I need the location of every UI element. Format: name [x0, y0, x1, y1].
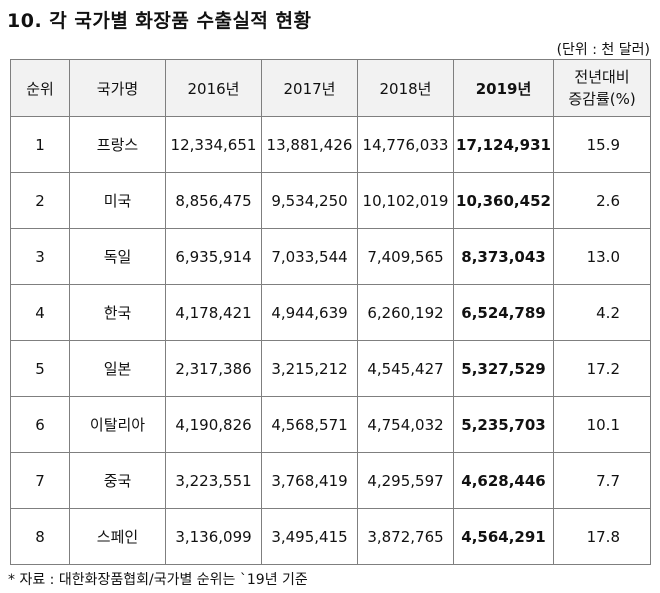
- cell-country: 중국: [69, 452, 166, 509]
- table-row: 3 독일 6,935,914 7,033,544 7,409,565 8,373,043 1…: [10, 228, 651, 285]
- table-row: 7 중국 3,223,551 3,768,419 4,295,597 4,628,446 7…: [10, 452, 651, 509]
- table-row: 4 한국 4,178,421 4,944,639 6,260,192 6,524,789 4…: [10, 284, 651, 341]
- cell-country: 스페인: [69, 508, 166, 565]
- header-change-rate: 전년대비 증감률(%): [553, 59, 651, 117]
- table-body: 1 프랑스 12,334,651 13,881,426 14,776,033 17,124…: [10, 116, 651, 565]
- cell-value-2016: 8,856,475: [165, 172, 262, 229]
- cell-value-2016: 6,935,914: [165, 228, 262, 285]
- cell-value-2016: 4,190,826: [165, 396, 262, 453]
- cell-value-2019: 5,327,529: [453, 340, 554, 397]
- cell-rank: 1: [10, 116, 70, 173]
- cell-value-2019: 10,360,452: [453, 172, 554, 229]
- cell-value-2019: 6,524,789: [453, 284, 554, 341]
- cell-value-2019: 4,628,446: [453, 452, 554, 509]
- cell-change-rate: 4.2: [553, 284, 651, 341]
- cell-change-rate: 10.1: [553, 396, 651, 453]
- cell-change-rate: 17.8: [553, 508, 651, 565]
- header-rank: 순위: [10, 59, 70, 117]
- header-2018: 2018년: [357, 59, 454, 117]
- export-table: 순위 국가명 2016년 2017년 2018년 2019년 전년대비 증감률(…: [10, 59, 651, 565]
- cell-country: 미국: [69, 172, 166, 229]
- cell-value-2016: 3,223,551: [165, 452, 262, 509]
- table-row: 8 스페인 3,136,099 3,495,415 3,872,765 4,564,291…: [10, 508, 651, 565]
- cell-country: 일본: [69, 340, 166, 397]
- cell-value-2018: 4,295,597: [357, 452, 454, 509]
- cell-value-2017: 3,495,415: [261, 508, 358, 565]
- cell-rank: 7: [10, 452, 70, 509]
- cell-value-2018: 4,754,032: [357, 396, 454, 453]
- header-change-rate-line2: 증감률(%): [568, 90, 636, 108]
- cell-value-2017: 3,215,212: [261, 340, 358, 397]
- cell-value-2016: 4,178,421: [165, 284, 262, 341]
- cell-change-rate: 13.0: [553, 228, 651, 285]
- cell-rank: 6: [10, 396, 70, 453]
- cell-value-2017: 13,881,426: [261, 116, 358, 173]
- cell-value-2016: 2,317,386: [165, 340, 262, 397]
- cell-value-2019: 5,235,703: [453, 396, 554, 453]
- header-change-rate-line1: 전년대비: [574, 68, 630, 86]
- cell-value-2019: 17,124,931: [453, 116, 554, 173]
- cell-value-2018: 4,545,427: [357, 340, 454, 397]
- table-row: 1 프랑스 12,334,651 13,881,426 14,776,033 17,124…: [10, 116, 651, 173]
- cell-country: 이탈리아: [69, 396, 166, 453]
- cell-rank: 3: [10, 228, 70, 285]
- cell-change-rate: 15.9: [553, 116, 651, 173]
- cell-value-2019: 8,373,043: [453, 228, 554, 285]
- cell-value-2017: 3,768,419: [261, 452, 358, 509]
- cell-change-rate: 17.2: [553, 340, 651, 397]
- header-2019: 2019년: [453, 59, 554, 117]
- cell-change-rate: 2.6: [553, 172, 651, 229]
- cell-rank: 8: [10, 508, 70, 565]
- cell-country: 한국: [69, 284, 166, 341]
- table-row: 5 일본 2,317,386 3,215,212 4,545,427 5,327,529 1…: [10, 340, 651, 397]
- cell-country: 독일: [69, 228, 166, 285]
- cell-value-2019: 4,564,291: [453, 508, 554, 565]
- cell-value-2018: 7,409,565: [357, 228, 454, 285]
- header-row: 순위 국가명 2016년 2017년 2018년 2019년 전년대비 증감률(…: [10, 59, 651, 117]
- cell-rank: 5: [10, 340, 70, 397]
- table-row: 6 이탈리아 4,190,826 4,568,571 4,754,032 5,235,70…: [10, 396, 651, 453]
- unit-note: (단위 : 천 달러): [556, 42, 650, 58]
- cell-change-rate: 7.7: [553, 452, 651, 509]
- cell-value-2018: 3,872,765: [357, 508, 454, 565]
- cell-value-2017: 4,944,639: [261, 284, 358, 341]
- cell-value-2018: 10,102,019: [357, 172, 454, 229]
- cell-value-2017: 7,033,544: [261, 228, 358, 285]
- header-2017: 2017년: [261, 59, 358, 117]
- cell-value-2016: 12,334,651: [165, 116, 262, 173]
- cell-value-2016: 3,136,099: [165, 508, 262, 565]
- source-footnote: * 자료 : 대한화장품협회/국가별 순위는 `19년 기준: [8, 572, 308, 588]
- cell-country: 프랑스: [69, 116, 166, 173]
- cell-value-2017: 9,534,250: [261, 172, 358, 229]
- header-2016: 2016년: [165, 59, 262, 117]
- cell-value-2018: 6,260,192: [357, 284, 454, 341]
- page-title: 10. 각 국가별 화장품 수출실적 현황: [7, 10, 312, 32]
- cell-value-2017: 4,568,571: [261, 396, 358, 453]
- table-row: 2 미국 8,856,475 9,534,250 10,102,019 10,360,45…: [10, 172, 651, 229]
- cell-rank: 2: [10, 172, 70, 229]
- cell-rank: 4: [10, 284, 70, 341]
- header-country: 국가명: [69, 59, 166, 117]
- cell-value-2018: 14,776,033: [357, 116, 454, 173]
